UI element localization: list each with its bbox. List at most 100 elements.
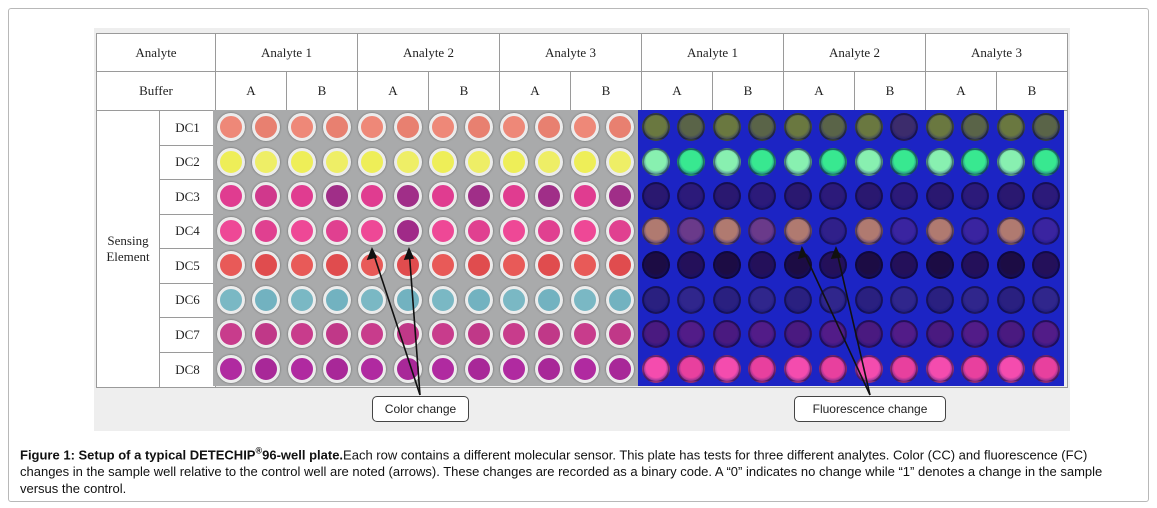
fluorescence-well bbox=[925, 113, 954, 142]
color-well bbox=[322, 216, 351, 245]
color-well bbox=[216, 251, 245, 280]
fluorescence-arrow bbox=[835, 247, 871, 396]
color-well bbox=[429, 216, 458, 245]
fluorescence-well bbox=[961, 354, 990, 383]
fluorescence-well bbox=[1032, 251, 1061, 280]
fluorescence-well bbox=[961, 182, 990, 211]
fluorescence-well bbox=[996, 182, 1025, 211]
fluorescence-plate-half bbox=[638, 110, 1064, 386]
color-well bbox=[358, 113, 387, 142]
color-well bbox=[216, 285, 245, 314]
element-label: DC2 bbox=[160, 146, 215, 180]
buffer-row-header: Buffer bbox=[96, 71, 216, 111]
fluorescence-well bbox=[854, 147, 883, 176]
color-well bbox=[252, 216, 281, 245]
fluorescence-well bbox=[854, 113, 883, 142]
fluorescence-well bbox=[712, 251, 741, 280]
fluorescence-well bbox=[748, 251, 777, 280]
fluorescence-well bbox=[783, 285, 812, 314]
color-well bbox=[464, 251, 493, 280]
fluorescence-well bbox=[1032, 216, 1061, 245]
color-well bbox=[252, 251, 281, 280]
color-well bbox=[287, 320, 316, 349]
fluorescence-well bbox=[854, 216, 883, 245]
buffer-header: A bbox=[357, 71, 429, 111]
color-well bbox=[464, 113, 493, 142]
fluorescence-well bbox=[783, 182, 812, 211]
fluorescence-well bbox=[1032, 285, 1061, 314]
fluorescence-well bbox=[748, 147, 777, 176]
fluorescence-well bbox=[677, 320, 706, 349]
buffer-header: A bbox=[499, 71, 571, 111]
fluorescence-well bbox=[925, 182, 954, 211]
fluorescence-well bbox=[890, 285, 919, 314]
analyte-header: Analyte 3 bbox=[925, 33, 1068, 72]
analyte-header: Analyte 2 bbox=[783, 33, 926, 72]
color-well bbox=[252, 320, 281, 349]
color-well bbox=[535, 354, 564, 383]
fluorescence-well bbox=[712, 113, 741, 142]
fluorescence-well bbox=[854, 285, 883, 314]
color-well bbox=[570, 216, 599, 245]
fluorescence-well bbox=[1032, 147, 1061, 176]
fluorescence-well bbox=[1032, 354, 1061, 383]
fluorescence-well bbox=[925, 320, 954, 349]
color-well bbox=[358, 354, 387, 383]
color-well bbox=[429, 251, 458, 280]
color-well bbox=[606, 354, 635, 383]
fluorescence-well bbox=[925, 354, 954, 383]
color-well bbox=[322, 354, 351, 383]
fluorescence-well bbox=[677, 147, 706, 176]
color-well bbox=[570, 251, 599, 280]
figure-frame bbox=[8, 8, 1149, 502]
element-label: DC4 bbox=[160, 215, 215, 249]
fluorescence-well bbox=[783, 216, 812, 245]
sensing-element-cell: Sensing Element DC1 DC2 DC3 DC4 DC5 DC6 … bbox=[96, 110, 216, 388]
fluorescence-well bbox=[712, 216, 741, 245]
caption-title-end: 96-well plate. bbox=[262, 447, 344, 463]
color-well bbox=[606, 216, 635, 245]
color-well bbox=[570, 285, 599, 314]
color-well bbox=[358, 216, 387, 245]
fluorescence-well bbox=[890, 113, 919, 142]
fluorescence-well bbox=[748, 354, 777, 383]
fluorescence-well bbox=[890, 320, 919, 349]
element-label: DC8 bbox=[175, 361, 200, 377]
color-well bbox=[500, 320, 529, 349]
fluorescence-well bbox=[677, 113, 706, 142]
fluorescence-well bbox=[819, 216, 848, 245]
fluorescence-well bbox=[819, 285, 848, 314]
color-arrow-head bbox=[366, 247, 378, 261]
fluorescence-well bbox=[783, 320, 812, 349]
fluorescence-well bbox=[712, 320, 741, 349]
fluorescence-well bbox=[748, 182, 777, 211]
color-well bbox=[252, 147, 281, 176]
caption-text: Each row contains a different molecular … bbox=[20, 447, 1103, 497]
color-well bbox=[287, 147, 316, 176]
color-well bbox=[322, 251, 351, 280]
color-well bbox=[570, 113, 599, 142]
color-well bbox=[429, 182, 458, 211]
element-label: DC3 bbox=[160, 180, 215, 215]
color-well bbox=[535, 147, 564, 176]
analyte-row-header: Analyte bbox=[96, 33, 216, 72]
color-well bbox=[606, 147, 635, 176]
color-well bbox=[606, 285, 635, 314]
fluorescence-well bbox=[961, 320, 990, 349]
color-well bbox=[393, 182, 422, 211]
fluorescence-well bbox=[961, 251, 990, 280]
fluorescence-well bbox=[854, 182, 883, 211]
fluorescence-well bbox=[854, 354, 883, 383]
fluorescence-well bbox=[996, 320, 1025, 349]
well-plate-photo bbox=[213, 110, 1064, 386]
sensing-label-line1: Sensing bbox=[107, 233, 149, 248]
fluorescence-well bbox=[1032, 113, 1061, 142]
fluorescence-well bbox=[641, 320, 670, 349]
color-well bbox=[252, 354, 281, 383]
color-well bbox=[570, 354, 599, 383]
fluorescence-well bbox=[961, 147, 990, 176]
color-well bbox=[287, 182, 316, 211]
fluorescence-well bbox=[819, 113, 848, 142]
buffer-header: B bbox=[996, 71, 1068, 111]
